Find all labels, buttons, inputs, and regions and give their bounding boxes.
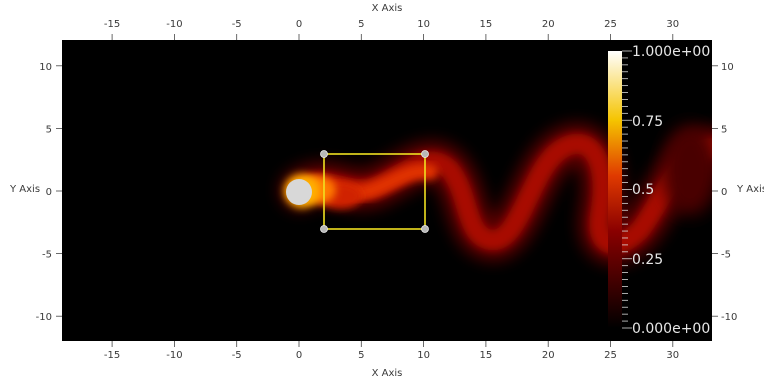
box-handle[interactable] — [421, 150, 429, 158]
y-tick-label-right: 10 — [721, 62, 734, 73]
wake-field — [280, 123, 712, 265]
y-tick-label-left: 10 — [39, 62, 52, 73]
colorbar-label-max: 1.000e+00 — [632, 44, 710, 60]
cylinder-body — [286, 179, 312, 205]
x-axis-title-bottom: X Axis — [372, 368, 403, 379]
colorbar-gradient — [608, 51, 622, 328]
x-tick-label-top: 30 — [666, 19, 679, 30]
axes-annotation: -15 -15 -10 -10 -5 -5 0 0 5 5 10 10 15 15 20 20 25 25 30 30… — [36, 19, 738, 361]
x-tick-label-top: 5 — [358, 19, 364, 30]
y-axis-title-left: Y Axis — [9, 184, 40, 195]
y-tick-label-right: -10 — [721, 312, 737, 323]
box-handle[interactable] — [320, 225, 328, 233]
colorbar: 1.000e+00 0.75 0.5 0.25 0.000e+00 — [608, 44, 710, 337]
x-tick-label-top: 0 — [296, 19, 302, 30]
x-tick-label-bottom: -5 — [232, 350, 242, 361]
x-tick-label-top: 15 — [480, 19, 493, 30]
colorbar-label-min: 0.000e+00 — [632, 321, 710, 337]
y-tick-label-left: -5 — [42, 250, 52, 261]
colorbar-label-075: 0.75 — [632, 114, 663, 130]
x-tick-label-top: -5 — [232, 19, 242, 30]
x-tick-label-bottom: 15 — [480, 350, 493, 361]
y-tick-label-right: 0 — [721, 187, 727, 198]
box-handle[interactable] — [421, 225, 429, 233]
x-tick-label-top: 25 — [604, 19, 617, 30]
y-tick-label-left: 0 — [46, 187, 52, 198]
y-tick-label-left: -10 — [36, 312, 52, 323]
x-tick-label-bottom: 10 — [417, 350, 430, 361]
x-tick-label-bottom: -10 — [166, 350, 182, 361]
x-tick-label-bottom: 30 — [666, 350, 679, 361]
box-handle[interactable] — [320, 150, 328, 158]
x-tick-label-bottom: 20 — [542, 350, 555, 361]
y-tick-label-left: 5 — [46, 124, 52, 135]
colorbar-label-05: 0.5 — [632, 182, 654, 198]
y-tick-label-right: -5 — [721, 250, 731, 261]
colorbar-label-025: 0.25 — [632, 252, 663, 268]
colorbar-ticks — [622, 50, 632, 329]
x-tick-label-bottom: 25 — [604, 350, 617, 361]
box-widget[interactable] — [320, 150, 429, 233]
y-axis-title-right: Y Axis — [736, 184, 764, 195]
x-tick-label-bottom: 0 — [296, 350, 302, 361]
x-axis-title-top: X Axis — [372, 3, 403, 14]
x-tick-label-bottom: 5 — [358, 350, 364, 361]
x-tick-label-bottom: -15 — [104, 350, 120, 361]
y-tick-label-right: 5 — [721, 124, 727, 135]
x-tick-label-top: -10 — [166, 19, 182, 30]
x-tick-label-top: -15 — [104, 19, 120, 30]
x-tick-label-top: 10 — [417, 19, 430, 30]
x-tick-label-top: 20 — [542, 19, 555, 30]
